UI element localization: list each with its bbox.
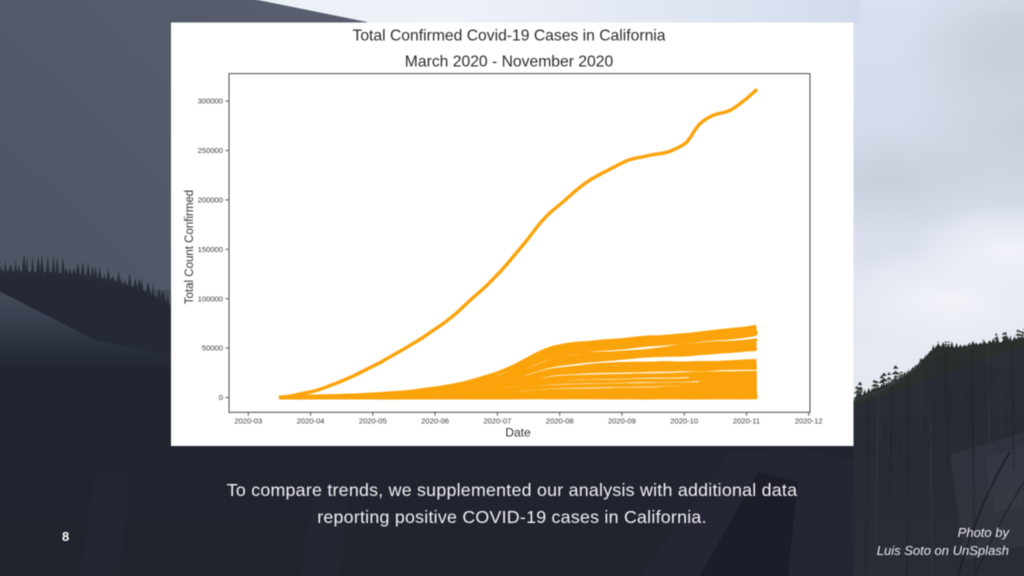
svg-text:2020-03: 2020-03	[234, 417, 262, 426]
svg-text:2020-07: 2020-07	[483, 417, 511, 426]
svg-text:2020-05: 2020-05	[359, 417, 387, 426]
svg-text:150000: 150000	[198, 245, 223, 254]
svg-text:Total Confirmed Covid-19 Cases: Total Confirmed Covid-19 Cases in Califo…	[352, 28, 665, 45]
svg-text:2020-11: 2020-11	[733, 417, 760, 426]
svg-text:300000: 300000	[198, 97, 223, 106]
svg-text:Total Count Confirmed: Total Count Confirmed	[184, 190, 196, 304]
svg-text:100000: 100000	[198, 294, 223, 303]
svg-text:2020-12: 2020-12	[795, 417, 823, 426]
svg-text:Date: Date	[505, 426, 531, 440]
svg-text:March 2020 - November 2020: March 2020 - November 2020	[405, 54, 614, 71]
svg-text:0: 0	[219, 393, 223, 402]
svg-text:2020-09: 2020-09	[608, 417, 636, 426]
svg-text:200000: 200000	[198, 196, 223, 205]
svg-text:250000: 250000	[198, 146, 223, 155]
svg-text:2020-04: 2020-04	[297, 417, 325, 426]
svg-text:50000: 50000	[202, 344, 223, 353]
svg-text:2020-10: 2020-10	[670, 417, 698, 426]
svg-text:2020-08: 2020-08	[546, 417, 574, 426]
svg-text:2020-06: 2020-06	[421, 417, 449, 426]
